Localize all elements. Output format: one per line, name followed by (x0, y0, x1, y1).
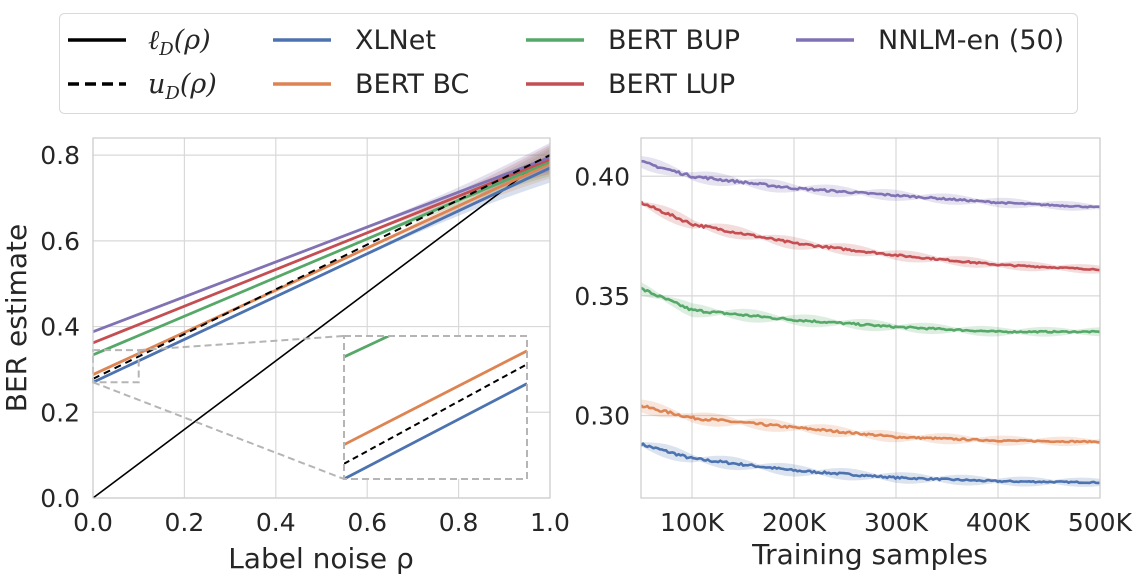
right-plot: 100K 200K 300K 400K 500K 0.30 0.35 0.40 Trainin… (574, 137, 1133, 571)
inset-series-line (344, 382, 527, 479)
right-x-tick-label: 300K (864, 508, 929, 537)
legend-label: uD(ρ) (148, 69, 217, 104)
inset-background (344, 336, 527, 479)
right-series-line (641, 442, 1100, 485)
left-y-axis-label: BER estimate (0, 224, 33, 412)
right-y-tick-label: 0.40 (574, 162, 630, 191)
right-plot-area (641, 138, 1100, 498)
legend-label: BERT BUP (608, 25, 740, 56)
right-x-tick-label: 100K (660, 508, 725, 537)
left-series-line (93, 166, 550, 384)
left-zoom-indicator (92, 335, 345, 480)
left-confidence-band (367, 142, 550, 229)
legend-label: BERT BC (355, 69, 469, 100)
left-series-line (93, 162, 550, 376)
left-series-line (93, 155, 550, 334)
legend-label-argument: (ρ) (174, 25, 211, 56)
right-x-axis-label: Training samples (751, 538, 988, 571)
right-x-tick-label: 200K (762, 508, 827, 537)
legend-label-symbol: u (148, 69, 165, 100)
upper-bound-line (93, 154, 550, 380)
left-confidence-band (367, 144, 550, 235)
right-series-line (641, 159, 1100, 209)
legend-label: BERT LUP (608, 69, 735, 100)
left-series-lines (93, 154, 550, 498)
legend-label-symbol: ℓ (148, 25, 160, 56)
left-confidence-bands (367, 142, 550, 256)
right-tick-labels: 100K 200K 300K 400K 500K 0.30 0.35 0.40 (574, 162, 1132, 537)
left-x-tick-label: 0.8 (439, 508, 479, 537)
zoom-connector (138, 335, 345, 352)
left-confidence-band (367, 147, 550, 241)
right-x-tick-label: 500K (1068, 508, 1133, 537)
inset-plot (343, 335, 528, 480)
left-tick-labels: 0.0 0.2 0.4 0.6 0.8 1.0 0.0 0.2 0.4 0.6 0.8 (40, 141, 570, 537)
left-x-axis-label: Label noise ρ (228, 542, 414, 575)
legend-label-subscript: D (158, 39, 174, 60)
zoom-region-box (92, 349, 140, 384)
right-series-line (641, 404, 1100, 444)
left-series-line (93, 160, 550, 357)
left-x-tick-label: 0.4 (256, 508, 296, 537)
lower-bound-line (93, 154, 550, 498)
inset-frame (343, 335, 528, 480)
inset-series-line (344, 349, 527, 446)
left-y-tick-label: 0.6 (40, 227, 80, 256)
left-y-tick-label: 0.2 (40, 398, 80, 427)
left-y-tick-label: 0.4 (40, 313, 80, 342)
inset-series-line (344, 336, 392, 359)
right-series-line (641, 286, 1100, 334)
zoom-connector (92, 381, 345, 480)
right-series-lines (641, 159, 1100, 485)
left-x-tick-label: 0.2 (165, 508, 205, 537)
left-y-tick-label: 0.0 (40, 484, 80, 513)
right-x-tick-label: 400K (966, 508, 1031, 537)
right-series-line (641, 200, 1100, 272)
legend-label-subscript: D (164, 83, 180, 104)
left-confidence-band (367, 153, 550, 256)
legend-label-argument: (ρ) (180, 69, 217, 100)
left-x-tick-label: 1.0 (530, 508, 570, 537)
right-y-tick-label: 0.35 (574, 282, 630, 311)
left-plot-border (92, 137, 551, 499)
left-y-tick-label: 0.8 (40, 141, 80, 170)
right-plot-border (640, 137, 1101, 499)
left-confidence-band (367, 149, 550, 250)
inset-series-lines (344, 336, 527, 479)
inset-upper-bound-line (344, 363, 527, 465)
legend-label: NNLM-en (50) (878, 25, 1064, 56)
left-x-tick-label: 0.6 (347, 508, 387, 537)
left-x-tick-label: 0.0 (73, 508, 113, 537)
left-series-line (93, 158, 550, 345)
legend-label: ℓD(ρ) (148, 25, 211, 60)
left-plot: 0.0 0.2 0.4 0.6 0.8 1.0 0.0 0.2 0.4 0.6 0.8 Label … (0, 137, 570, 575)
legend-label: XLNet (355, 25, 436, 56)
right-y-tick-label: 0.30 (574, 401, 630, 430)
